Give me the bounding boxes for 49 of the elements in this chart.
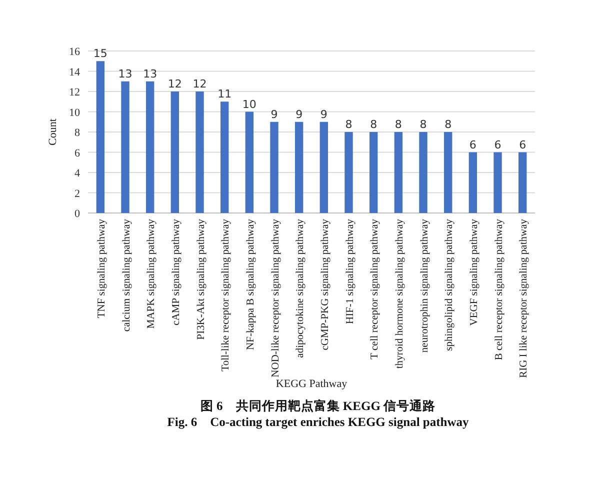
x-axis-title: KEGG Pathway [276,378,348,390]
caption: 图 6 共同作用靶点富集 KEGG 信号通路 [200,398,436,413]
x-tick-label: TNF signaling pathway [96,218,108,318]
data-label: 8 [370,118,378,131]
caption: Fig. 6 Co-acting target enriches KEGG signal pathway [167,415,470,429]
data-label: 9 [320,108,328,121]
data-label: 8 [444,118,452,131]
y-tick-label: 10 [69,106,80,119]
data-label: 6 [519,138,526,152]
data-label: 13 [118,67,132,80]
x-tick-label: neurotrophin signaling pathway [419,218,430,353]
y-tick-label: 2 [74,188,80,200]
x-tick-label: NF-kappa B signaling pathway [245,218,256,350]
data-label: 10 [242,98,256,111]
data-label: 6 [469,138,476,152]
x-tick-label: VEGF signaling pathway [468,218,480,326]
x-tick-label: cGMP-PKG signaling pathway [320,218,331,350]
x-tick-label: adipocytokine signaling pathway [295,218,306,358]
data-label: 9 [270,108,278,121]
x-tick-label: RIG I like receptor signaling pathway [518,218,530,378]
data-label: 13 [143,67,158,80]
y-tick-label: 4 [74,168,80,180]
x-tick-label: T cell receptor signaling pathway [370,218,381,360]
data-label: 8 [420,118,427,131]
y-tick-label: 0 [74,208,80,220]
data-label: 11 [218,88,232,101]
x-tick-label: NOD-like receptor signaling pathway [270,218,282,378]
data-label: 12 [168,78,182,90]
x-tick-label: B cell receptor signaling pathway [494,218,505,360]
y-tick-label: 12 [69,86,80,98]
data-label: 15 [93,47,108,60]
x-tick-label: thyroid hormone signaling pathway [394,218,406,369]
y-tick-label: 16 [69,46,80,58]
x-tick-label: HIF-1 signaling pathway [344,218,356,324]
x-tick-label: MAPK signaling pathway [146,218,158,329]
x-tick-label: cAMP signaling pathway [170,218,182,326]
y-tick-label: 8 [74,127,80,139]
data-label: 8 [394,118,402,131]
x-tick-label: calcium signaling pathway [121,218,132,332]
x-tick-label: PI3K-Akt signaling pathway [196,218,207,340]
x-tick-label: Toll-like receptor signaling pathway [220,218,232,372]
y-axis-title: Count [47,118,59,146]
data-label: 6 [494,138,502,152]
y-tick-label: 6 [74,147,80,160]
data-label: 9 [296,108,303,121]
data-label: 12 [192,78,207,90]
x-tick-label: sphingolipid signaling pathway [444,218,456,351]
y-tick-label: 14 [69,66,80,78]
data-label: 8 [345,118,352,131]
